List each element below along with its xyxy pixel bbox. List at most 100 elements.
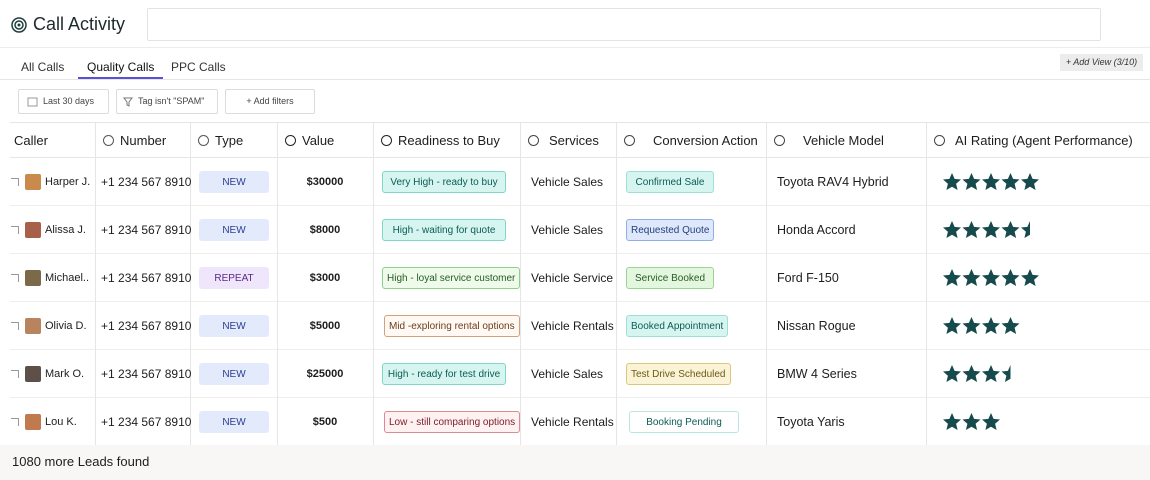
tab[interactable]: PPC Calls (171, 60, 226, 74)
column-divider (373, 158, 374, 206)
column-divider (926, 350, 927, 398)
column-icon (381, 135, 392, 146)
column-divider (190, 398, 191, 446)
star (943, 413, 961, 430)
column-divider (616, 206, 617, 254)
star (943, 269, 961, 286)
column-divider (520, 254, 521, 302)
column-icon (774, 135, 785, 146)
column-divider (190, 350, 191, 398)
readiness-badge: Low - still comparing options (384, 411, 521, 433)
column-divider (277, 254, 278, 302)
column-header: Number (95, 122, 190, 158)
conversion-badge: Booked Appointment (626, 315, 729, 337)
tag-filter[interactable]: Tag isn't "SPAM" (116, 89, 218, 114)
star (962, 221, 981, 238)
readiness-badge: Very High - ready to buy (382, 171, 506, 193)
column-header: Services (520, 122, 616, 158)
star (982, 173, 1000, 190)
filter-label: Last 30 days (43, 96, 95, 106)
table-row (10, 350, 1150, 398)
value: $5000 (309, 320, 341, 332)
column-header: AI Rating (Agent Performance) (926, 122, 1150, 158)
column-divider (277, 350, 278, 398)
table-row (10, 158, 1150, 206)
column-divider (616, 398, 617, 446)
expand-icon[interactable] (11, 274, 19, 282)
expand-icon[interactable] (11, 226, 19, 234)
service: Vehicle Sales (531, 175, 604, 189)
expand-icon[interactable] (11, 370, 19, 378)
stars (943, 365, 1011, 382)
service: Vehicle Rentals (531, 415, 614, 429)
type-badge: REPEAT (199, 267, 269, 289)
column-divider (277, 302, 278, 350)
service: Vehicle Rentals (531, 319, 614, 333)
column-divider (95, 398, 96, 446)
stars (943, 269, 1039, 286)
readiness-badge: Mid -exploring rental options (384, 315, 520, 337)
rating-stars (942, 364, 1062, 384)
column-divider (373, 302, 374, 350)
filter-label: Tag isn't "SPAM" (138, 96, 205, 106)
column-divider (95, 158, 96, 206)
avatar (25, 270, 41, 286)
column-icon (103, 135, 114, 146)
column-header: Vehicle Model (766, 122, 926, 158)
rating-stars (942, 412, 1062, 432)
search-box[interactable] (147, 8, 1101, 41)
star (943, 317, 961, 334)
star (943, 365, 961, 382)
column-divider (520, 398, 521, 446)
rating-stars (942, 220, 1062, 240)
service: Vehicle Sales (531, 223, 604, 237)
column-icon (934, 135, 945, 146)
header-row (10, 122, 1150, 158)
logo (11, 17, 27, 33)
expand-icon[interactable] (11, 178, 19, 186)
column-divider (95, 206, 96, 254)
column-icon (198, 135, 209, 146)
column-divider (95, 350, 96, 398)
tab[interactable]: Quality Calls (87, 60, 155, 74)
star (1021, 173, 1039, 190)
type-badge: NEW (199, 411, 269, 433)
add-filter-button[interactable]: + Add filters (225, 89, 315, 114)
column-divider (766, 206, 767, 254)
column-divider (277, 206, 278, 254)
column-divider (766, 302, 767, 350)
expand-icon[interactable] (11, 322, 19, 330)
conversion-badge: Test Drive Scheduled (626, 363, 731, 385)
date-filter[interactable]: Last 30 days (18, 89, 109, 114)
column-divider (926, 398, 927, 446)
tab[interactable]: All Calls (21, 60, 65, 74)
vehicle-model: Toyota RAV4 Hybrid (777, 175, 889, 189)
conversion-badge: Service Booked (626, 267, 714, 289)
column-divider (766, 398, 767, 446)
value: $30000 (306, 176, 344, 188)
table-row (10, 206, 1150, 254)
avatar (25, 174, 41, 190)
column-header: Type (190, 122, 277, 158)
phone-number: +1 234 567 8910 (101, 175, 192, 189)
column-divider (373, 254, 374, 302)
expand-icon[interactable] (11, 418, 19, 426)
column-divider (616, 254, 617, 302)
star (1001, 365, 1011, 382)
conversion-badge: Requested Quote (626, 219, 715, 241)
star (1001, 221, 1020, 238)
phone-number: +1 234 567 8910 (101, 319, 192, 333)
avatar (25, 366, 41, 382)
top-bar: Call Activity (0, 0, 1150, 48)
column-divider (766, 158, 767, 206)
column-icon (528, 135, 539, 146)
column-header: Caller (14, 132, 48, 148)
star (962, 317, 981, 334)
column-divider (766, 254, 767, 302)
stars (943, 173, 1039, 190)
add-view-button[interactable]: + Add View (3/10) (1060, 54, 1143, 71)
stars (943, 413, 1000, 430)
tab-divider (0, 79, 1150, 80)
star (962, 365, 981, 382)
caller-name: Mark O. (45, 368, 85, 380)
